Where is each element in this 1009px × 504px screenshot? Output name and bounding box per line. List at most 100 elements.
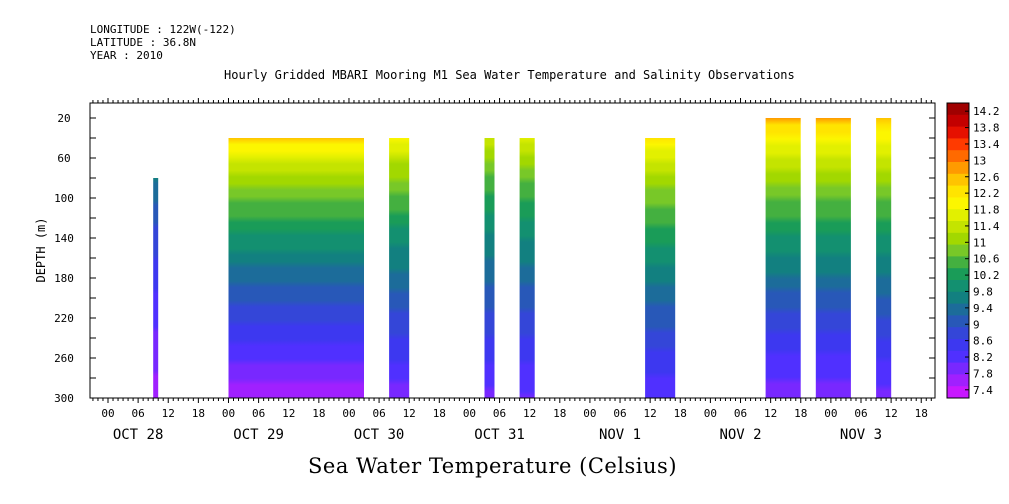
data-segment [876,118,892,398]
x-tick-label: 18 [192,407,205,420]
colorbar-swatch [947,374,969,387]
colorbar-label: 10.6 [973,253,1000,266]
x-tick-label: 00 [101,407,114,420]
colorbar-label: 9.4 [973,302,993,315]
y-tick-label: 60 [57,152,70,165]
colorbar-swatch [947,291,969,304]
x-day-label: NOV 1 [599,427,641,443]
colorbar-label: 13 [973,154,986,167]
x-day-label: NOV 3 [840,427,882,443]
colorbar-swatch [947,209,969,222]
colorbar-swatch [947,315,969,328]
x-day-label: OCT 31 [474,427,525,443]
x-tick-label: 18 [915,407,928,420]
x-tick-label: 06 [372,407,385,420]
colorbar-swatch [947,162,969,175]
colorbar-swatch [947,114,969,127]
data-segment [815,118,851,398]
x-tick-label: 06 [734,407,747,420]
colorbar-label: 12.2 [973,187,1000,200]
colorbar-frame [946,102,970,399]
y-tick-label: 220 [54,312,74,325]
colorbar-swatch [947,350,969,363]
colorbar: 14.2 13.8 13.4 13 12.6 12.2 11.8 11.4 11 10.6 10.2… [946,102,1000,399]
colorbar-swatch [947,150,969,163]
x-tick-label: 18 [794,407,807,420]
colorbar-label: 12.6 [973,171,1000,184]
axes-layer: 00 06 12 18 00 06 12 18 00 06 12 18 00 06 12 18 00 06 12 18… [54,98,935,443]
colorbar-swatch [947,268,969,281]
x-tick-label: 12 [162,407,175,420]
chart-title: Hourly Gridded MBARI Mooring M1 Sea Wate… [224,68,795,82]
data-segment [765,118,801,398]
x-tick-label: 06 [252,407,265,420]
x-tick-label: 18 [433,407,446,420]
colorbar-label: 11.8 [973,204,1000,217]
x-tick-label: 12 [523,407,536,420]
y-tick-label: 100 [54,192,74,205]
x-tick-label: 00 [342,407,355,420]
colorbar-swatch [947,280,969,293]
colorbar-label: 7.4 [973,384,993,397]
colorbar-swatch [947,126,969,139]
x-tick-label: 00 [463,407,476,420]
y-tick-label: 140 [54,232,74,245]
x-tick-label: 00 [704,407,717,420]
colorbar-swatch [947,256,969,269]
data-segment [228,138,364,398]
x-day-label: OCT 30 [354,427,405,443]
colorbar-label: 8.2 [973,351,993,364]
latitude-label: LATITUDE : 36.8N [90,36,196,49]
x-tick-label: 18 [674,407,687,420]
colorbar-label: 14.2 [973,105,1000,118]
colorbar-label: 8.6 [973,335,993,348]
colorbar-swatch [947,386,969,399]
colorbar-swatch [947,244,969,257]
data-segment [153,178,159,398]
x-tick-label: 18 [312,407,325,420]
colorbar-label: 11.4 [973,220,1000,233]
colorbar-title: Sea Water Temperature (Celsius) [308,454,678,478]
x-day-label: NOV 2 [719,427,761,443]
y-tick-label: 20 [57,112,70,125]
x-tick-label: 12 [403,407,416,420]
year-label: YEAR : 2010 [90,49,163,62]
x-day-label: OCT 29 [233,427,284,443]
x-tick-label: 00 [824,407,837,420]
temperature-depth-chart: 00 06 12 18 00 06 12 18 00 06 12 18 00 06 12 18 00 06 12 18… [34,98,1000,443]
plot-frame [89,102,936,399]
x-tick-label: 06 [131,407,144,420]
colorbar-swatch [947,339,969,352]
data-segment [519,138,535,398]
colorbar-swatch [947,221,969,234]
data-segment [645,138,676,398]
x-tick-label: 18 [553,407,566,420]
colorbar-swatch [947,197,969,210]
colorbar-swatch [947,327,969,340]
colorbar-label: 11 [973,236,986,249]
longitude-label: LONGITUDE : 122W(-122) [90,23,236,36]
data-segment [389,138,410,398]
colorbar-label: 13.4 [973,138,1000,151]
y-tick-label: 260 [54,352,74,365]
x-tick-label: 12 [644,407,657,420]
x-tick-label: 12 [764,407,777,420]
y-tick-label: 180 [54,272,74,285]
x-tick-label: 00 [583,407,596,420]
x-day-label: OCT 28 [113,427,164,443]
colorbar-swatch [947,173,969,186]
colorbar-label: 9.8 [973,285,993,298]
colorbar-swatch [947,103,969,116]
colorbar-swatch [947,303,969,316]
x-tick-label: 06 [613,407,626,420]
x-tick-label: 12 [884,407,897,420]
colorbar-label: 9 [973,318,980,331]
x-tick-label: 06 [493,407,506,420]
colorbar-label: 13.8 [973,122,1000,135]
y-axis-label: DEPTH (m) [34,217,48,282]
colorbar-swatch [947,138,969,151]
colorbar-label: 7.8 [973,367,993,380]
data-layer [153,118,892,398]
data-segment [484,138,495,398]
x-tick-label: 06 [854,407,867,420]
